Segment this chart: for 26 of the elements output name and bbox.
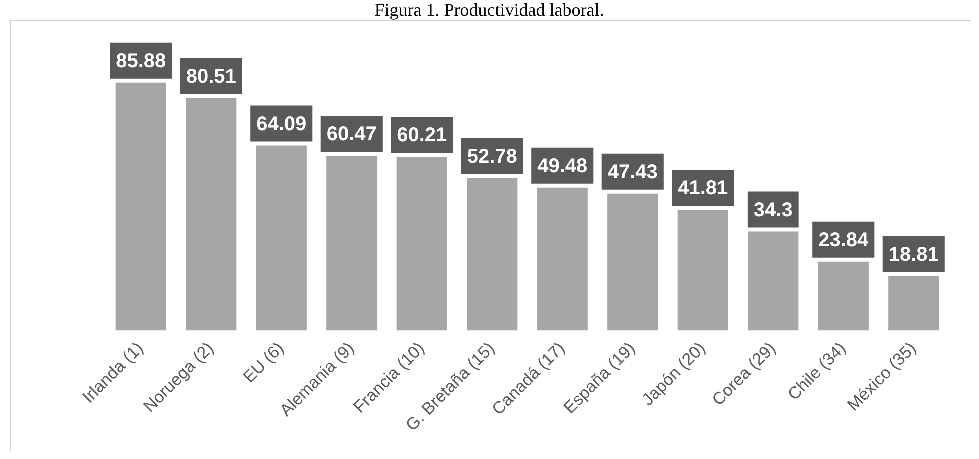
data-label: 23.84 (818, 229, 870, 252)
data-label: 52.78 (467, 146, 518, 168)
data-label: 64.09 (256, 113, 307, 136)
bar (537, 188, 588, 331)
bar (888, 276, 940, 331)
data-label: 60.21 (397, 124, 448, 146)
data-label: 60.47 (326, 124, 377, 146)
bar (256, 146, 307, 331)
bar (467, 178, 518, 331)
bar (678, 210, 728, 331)
x-tick-label: EU (6) (240, 338, 288, 387)
bar (186, 98, 237, 331)
bar (116, 82, 166, 331)
data-label: 80.51 (186, 66, 236, 88)
data-label: 41.81 (678, 178, 728, 200)
chart-title: Figura 1. Productividad laboral. (374, 0, 606, 20)
bar (608, 194, 658, 331)
bar (326, 156, 378, 331)
data-label: 34.3 (754, 199, 793, 222)
data-label: 47.43 (608, 161, 658, 184)
data-label: 18.81 (888, 244, 939, 266)
bar (396, 156, 448, 331)
data-label: 49.48 (538, 155, 588, 178)
bar (748, 232, 799, 331)
bar (818, 262, 869, 331)
data-label: 85.88 (116, 50, 166, 72)
